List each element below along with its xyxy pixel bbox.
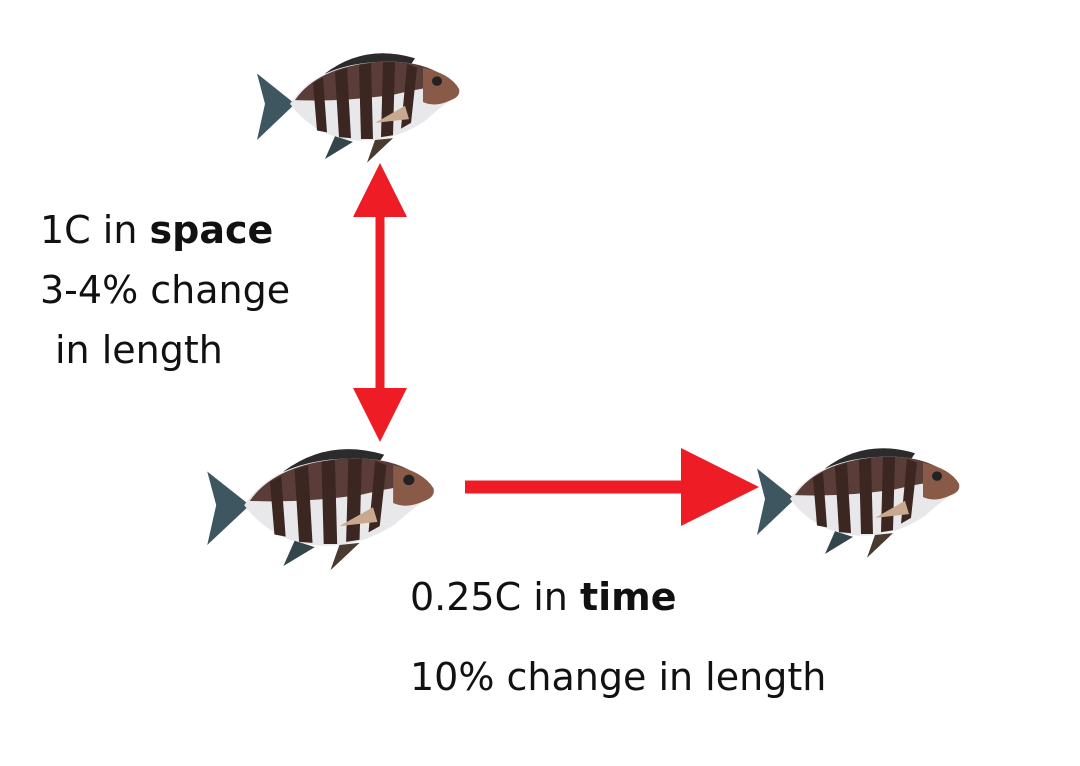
space-emphasis: space [149, 208, 274, 252]
space-line: in length [55, 328, 223, 372]
fish-bottom-left [207, 449, 434, 571]
fish-top [257, 53, 460, 163]
time-prefix: 0.25C in [410, 575, 568, 619]
time-emphasis: time [579, 575, 677, 619]
space-label: 1C in space 3-4% change in length [40, 200, 290, 380]
time-label: 0.25C in time [410, 567, 677, 627]
time-line: 10% change in length [410, 655, 827, 699]
space-prefix: 1C in [40, 208, 138, 252]
space-line: 3-4% change [40, 268, 291, 312]
fish-bottom-right [757, 448, 960, 558]
